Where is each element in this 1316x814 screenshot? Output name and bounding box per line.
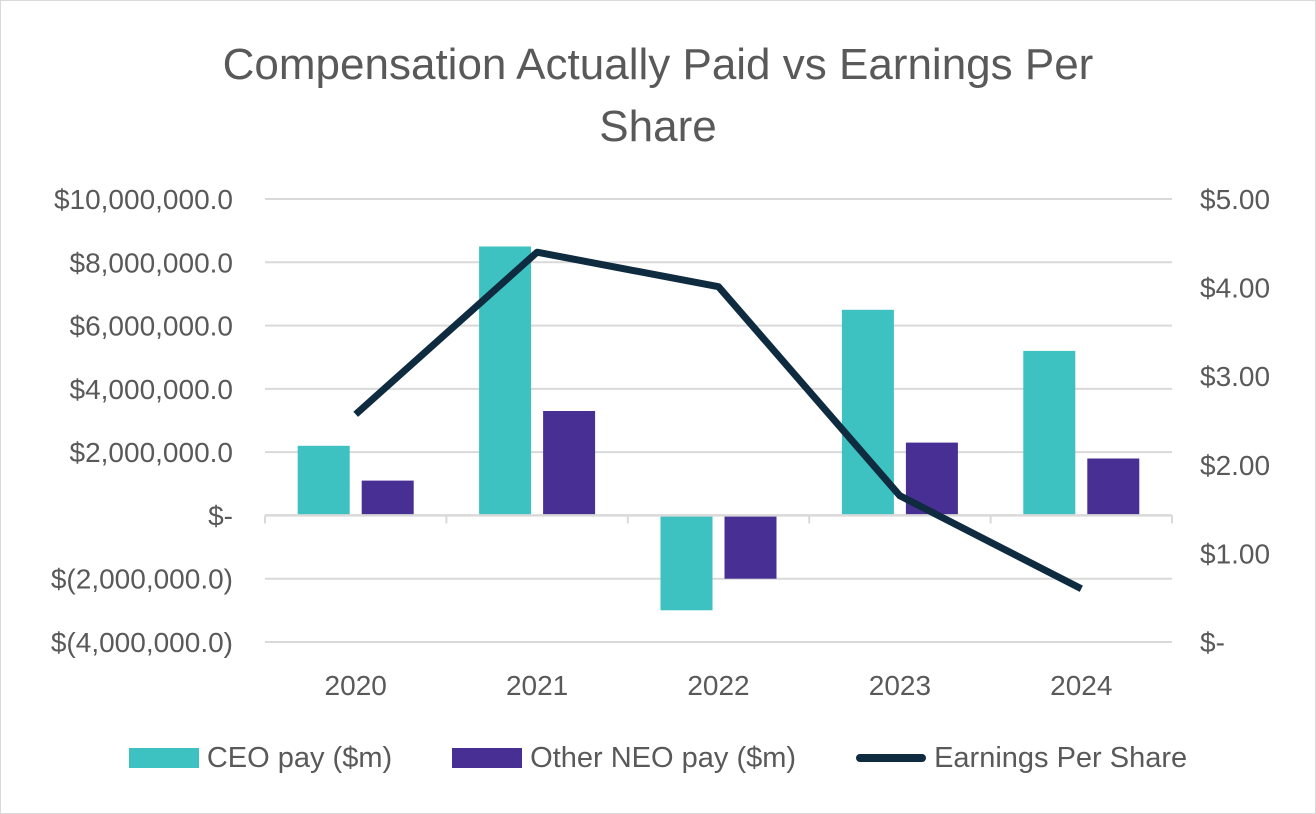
- y-left-tick-label: $2,000,000.0: [70, 437, 234, 468]
- y-left-tick-label: $(4,000,000.0): [51, 627, 233, 658]
- y-right-tick-label: $4.00: [1200, 273, 1270, 304]
- y-right-tick-label: $3.00: [1200, 361, 1270, 392]
- bar-ceo-pay-2021: [479, 246, 532, 516]
- x-tick-label: 2021: [506, 670, 568, 701]
- x-tick-label: 2023: [869, 670, 931, 701]
- chart-title: Compensation Actually Paid vs Earnings P…: [0, 34, 1316, 158]
- legend-item-other-neo-pay[interactable]: Other NEO pay ($m): [452, 742, 796, 775]
- y-left-tick-label: $4,000,000.0: [70, 374, 234, 405]
- legend-swatch-ceo-pay: [128, 748, 199, 768]
- y-right-tick-label: $1.00: [1200, 538, 1270, 569]
- y-left-tick-label: $(2,000,000.0): [51, 564, 233, 595]
- bar-other-neo-pay-2020: [361, 480, 414, 516]
- bar-ceo-pay-2024: [1023, 350, 1076, 516]
- y-left-tick-label: $10,000,000.0: [54, 184, 233, 215]
- bar-ceo-pay-2020: [297, 445, 350, 516]
- legend-label-earnings-per-share: Earnings Per Share: [934, 741, 1188, 774]
- y-right-tick-label: $-: [1200, 627, 1225, 658]
- y-left-tick-label: $-: [208, 500, 233, 531]
- y-right-tick-label: $2.00: [1200, 450, 1270, 481]
- x-tick-label: 2022: [687, 670, 749, 701]
- y-left-tick-label: $8,000,000.0: [70, 247, 234, 278]
- legend-label-ceo-pay: CEO pay ($m): [206, 741, 393, 774]
- y-left-tick-label: $6,000,000.0: [70, 311, 234, 342]
- legend-item-earnings-per-share[interactable]: Earnings Per Share: [856, 742, 1187, 775]
- x-tick-label: 2024: [1050, 670, 1112, 701]
- legend-item-ceo-pay[interactable]: CEO pay ($m): [128, 741, 393, 775]
- chart-legend: CEO pay ($m) Other NEO pay ($m) Earnings…: [0, 732, 1316, 784]
- bar-ceo-pay-2022: [660, 515, 713, 611]
- bar-other-neo-pay-2024: [1087, 458, 1140, 516]
- y-right-tick-label: $5.00: [1200, 184, 1270, 215]
- chart-title-line-2: Share: [599, 102, 717, 151]
- line-earnings-per-share: [353, 248, 1083, 592]
- chart-title-line-1: Compensation Actually Paid vs Earnings P…: [222, 40, 1094, 89]
- legend-swatch-earnings-per-share: [856, 754, 927, 762]
- x-tick-label: 2020: [325, 670, 387, 701]
- legend-swatch-other-neo-pay: [452, 748, 523, 768]
- bar-other-neo-pay-2022: [724, 515, 777, 579]
- bar-other-neo-pay-2021: [543, 411, 596, 516]
- legend-label-other-neo-pay: Other NEO pay ($m): [530, 741, 797, 774]
